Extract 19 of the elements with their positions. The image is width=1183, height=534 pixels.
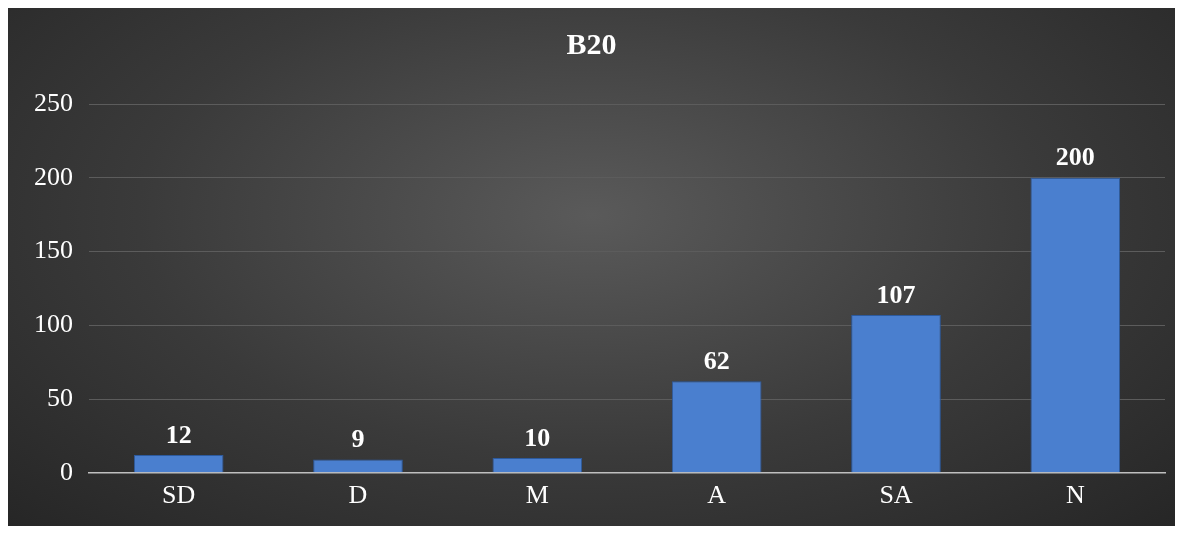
data-label: 12	[165, 419, 192, 449]
data-label: 200	[1055, 142, 1095, 172]
x-tick-label: SD	[162, 480, 196, 510]
y-tick-label: 200	[34, 161, 73, 191]
y-tick-label: 50	[47, 382, 73, 412]
x-tick-label: A	[707, 480, 727, 510]
data-label: 62	[703, 346, 730, 376]
x-tick-label: M	[525, 480, 549, 510]
x-tick-label: N	[1065, 480, 1085, 510]
x-tick-label: D	[348, 480, 368, 510]
data-label: 10	[524, 422, 551, 452]
data-label: 107	[876, 279, 916, 309]
x-tick-label: SA	[879, 480, 913, 510]
y-tick-label: 250	[34, 87, 73, 117]
y-tick-label: 0	[60, 456, 73, 486]
data-label: 9	[351, 424, 365, 454]
chart-title: B20	[566, 26, 617, 60]
y-tick-label: 150	[34, 235, 73, 265]
y-tick-label: 100	[34, 309, 73, 339]
